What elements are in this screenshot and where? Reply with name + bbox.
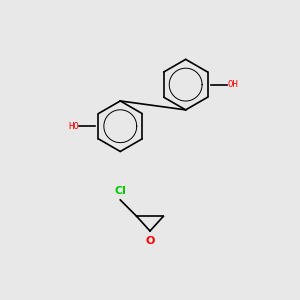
Text: OH: OH <box>227 80 238 89</box>
Text: Cl: Cl <box>114 186 126 197</box>
Text: O: O <box>145 236 155 246</box>
Text: HO: HO <box>68 122 79 131</box>
